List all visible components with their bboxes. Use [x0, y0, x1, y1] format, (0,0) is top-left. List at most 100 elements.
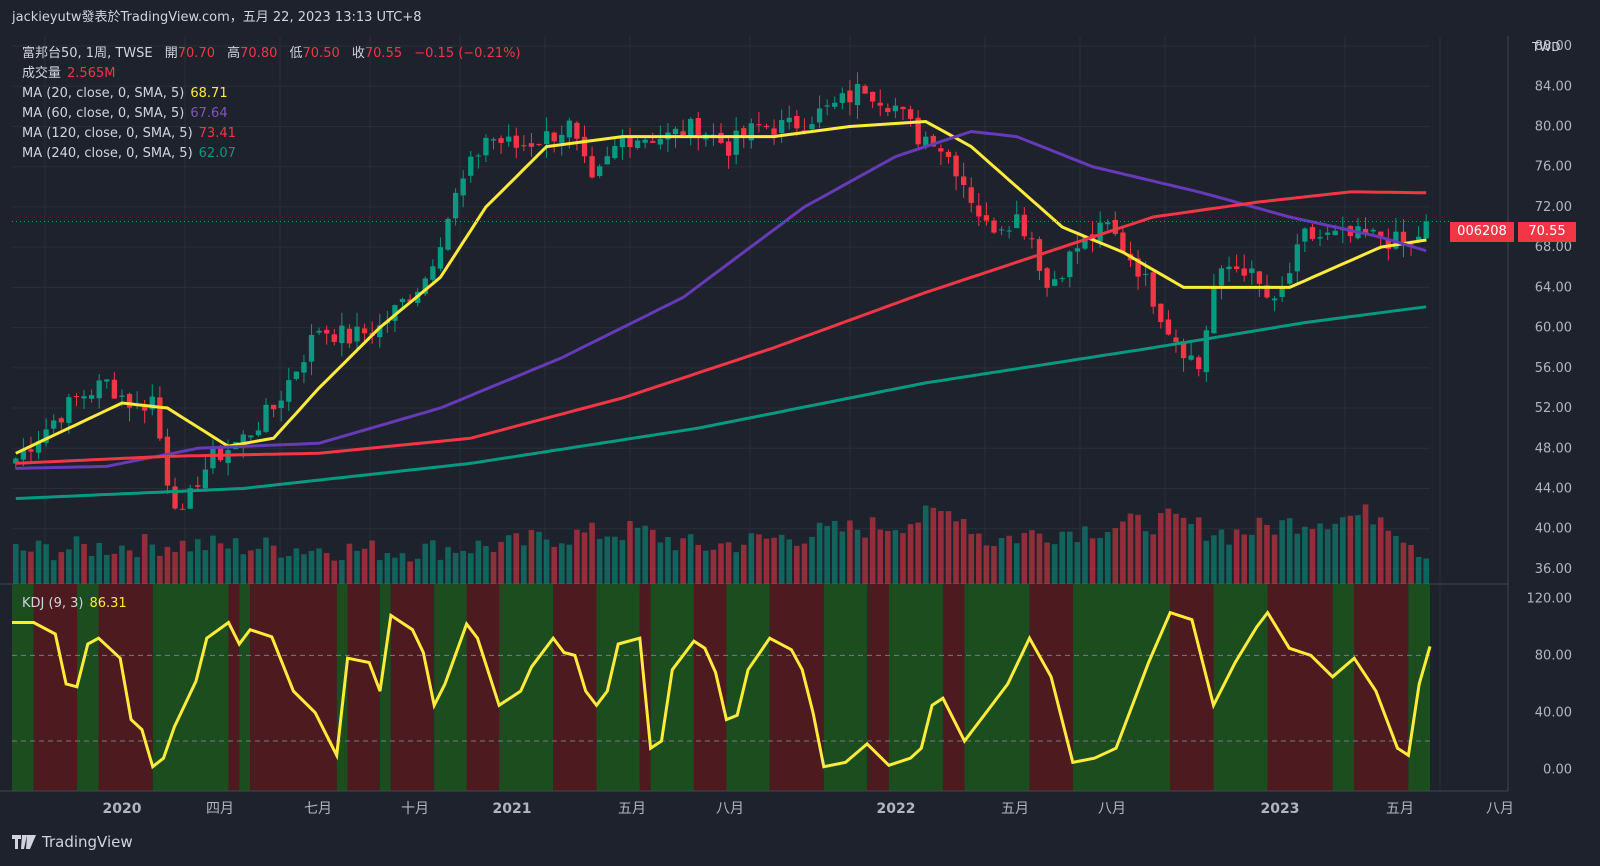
candle-body — [346, 328, 353, 344]
volume-bar — [66, 549, 72, 584]
symbol-line: 富邦台50, 1周, TWSE — [22, 46, 153, 61]
candle-body — [528, 143, 535, 147]
volume-bar — [1286, 518, 1293, 584]
kdj-legend[interactable]: KDJ (9, 3) 86.31 — [22, 596, 127, 611]
volume-bar — [28, 551, 34, 584]
candle-body — [976, 205, 982, 217]
kdj-zone — [434, 584, 467, 791]
candle-body — [1241, 268, 1247, 276]
volume-bar — [202, 550, 209, 584]
candle-body — [1180, 341, 1187, 359]
candle-body — [1233, 266, 1240, 270]
tradingview-logo[interactable]: TradingView — [12, 833, 133, 851]
ma60-row[interactable]: MA (60, close, 0, SMA, 5) 67.64 — [22, 104, 521, 124]
publish-header: jackieyutw發表於TradingView.com，五月 22, 2023… — [0, 0, 1600, 36]
chart-canvas[interactable]: 36.00 40.00 44.00 48.00 52.00 56.00 60.00 64.00… — [0, 36, 1600, 823]
ohlc-low-label: 低 — [289, 46, 303, 61]
volume-bar — [88, 555, 95, 584]
ma240-row[interactable]: MA (240, close, 0, SMA, 5) 62.07 — [22, 144, 521, 164]
candle-body — [1105, 222, 1111, 225]
candle-body — [945, 151, 952, 157]
candle-body — [81, 396, 87, 399]
ma60-value: 67.64 — [190, 106, 228, 121]
candle-body — [164, 436, 171, 486]
volume-bar — [278, 557, 284, 584]
volume-bar — [293, 548, 300, 584]
candle-body — [1385, 239, 1391, 250]
candle-body — [915, 117, 921, 145]
chart-legend: 富邦台50, 1周, TWSE 開70.70 高70.80 低70.50 收70… — [22, 44, 521, 164]
candle-body — [589, 156, 595, 178]
candle-body — [1097, 222, 1103, 242]
volume-bar — [1112, 528, 1119, 584]
candle-body — [195, 485, 201, 487]
candle-body — [1218, 268, 1225, 286]
kdj-tick-label: 0.00 — [1543, 763, 1572, 778]
volume-bar — [96, 542, 102, 584]
candle-body — [824, 105, 830, 107]
volume-bar — [361, 548, 368, 584]
volume-bar — [581, 532, 588, 584]
candle-body — [1226, 266, 1232, 270]
volume-bar — [551, 546, 557, 584]
volume-bar — [589, 522, 595, 584]
candle-body — [794, 115, 800, 129]
volume-bar — [801, 543, 808, 584]
kdj-zone — [76, 584, 99, 791]
candle-body — [771, 128, 777, 135]
footer-bar: TradingView — [0, 823, 1600, 866]
price-tick-label: 48.00 — [1535, 441, 1572, 456]
candle-body — [66, 397, 72, 423]
volume-bar — [1370, 524, 1376, 584]
candle-body — [748, 123, 754, 141]
candle-body — [809, 124, 815, 130]
volume-bar — [20, 550, 27, 584]
candle-body — [885, 108, 891, 112]
candle-body — [1051, 279, 1058, 286]
volume-bar — [1317, 523, 1323, 584]
volume-bar — [1051, 544, 1058, 584]
volume-bar — [680, 538, 686, 584]
candle-body — [179, 508, 186, 510]
volume-bar — [983, 545, 990, 584]
candle-body — [331, 334, 337, 342]
volume-bar — [574, 529, 580, 584]
candle-body — [1006, 230, 1012, 232]
volume-bar — [907, 524, 914, 584]
volume-bar — [740, 544, 747, 584]
volume-bar — [1415, 556, 1422, 584]
candle-body — [1021, 214, 1027, 237]
candle-body — [490, 139, 497, 141]
volume-label: 成交量 — [22, 66, 62, 81]
candle-body — [581, 136, 588, 157]
candle-body — [513, 135, 519, 148]
candle-body — [1135, 258, 1141, 277]
price-tick-label: 44.00 — [1535, 481, 1572, 496]
candle-body — [892, 105, 899, 112]
candle-body — [953, 155, 959, 177]
candle-body — [430, 266, 436, 280]
kdj-zone — [650, 584, 694, 791]
ma-line-1 — [15, 129, 1427, 470]
volume-bar — [771, 537, 777, 584]
volume-bar — [566, 544, 573, 584]
volume-bar — [634, 527, 641, 584]
ma20-row[interactable]: MA (20, close, 0, SMA, 5) 68.71 — [22, 84, 521, 104]
candle-body — [779, 120, 785, 134]
candle-body — [1074, 248, 1081, 252]
kdj-zone — [152, 584, 229, 791]
volume-bar — [1029, 530, 1035, 584]
ma120-row[interactable]: MA (120, close, 0, SMA, 5) 73.41 — [22, 124, 521, 144]
kdj-zone — [1332, 584, 1355, 791]
candle-body — [1362, 228, 1369, 235]
volume-bar — [50, 560, 57, 584]
kdj-zone — [499, 584, 554, 791]
volume-bar — [179, 540, 186, 584]
candle-body — [672, 128, 679, 135]
volume-bar — [778, 534, 785, 584]
candle-body — [1309, 227, 1316, 239]
volume-bar — [255, 548, 262, 584]
volume-bar — [505, 535, 512, 584]
candle-body — [1044, 268, 1050, 288]
candle-body — [149, 396, 155, 410]
